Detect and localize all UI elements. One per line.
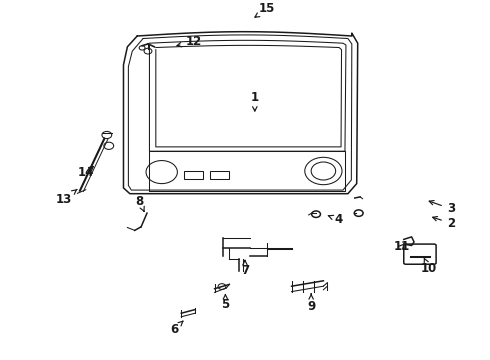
Text: 9: 9 <box>307 294 315 312</box>
Text: 5: 5 <box>221 294 229 311</box>
Text: 10: 10 <box>420 258 437 275</box>
Text: 2: 2 <box>433 216 455 230</box>
Text: 11: 11 <box>393 240 410 253</box>
Bar <box>210 171 229 179</box>
Text: 13: 13 <box>55 189 77 206</box>
Text: 7: 7 <box>241 260 249 276</box>
Text: 12: 12 <box>177 35 202 48</box>
Text: 15: 15 <box>255 3 275 17</box>
Text: 1: 1 <box>251 91 259 111</box>
Text: 6: 6 <box>170 321 183 336</box>
Text: 8: 8 <box>136 195 144 211</box>
Text: 4: 4 <box>328 213 342 226</box>
Text: 14: 14 <box>77 166 94 179</box>
Text: 3: 3 <box>429 201 455 215</box>
Bar <box>184 171 203 179</box>
